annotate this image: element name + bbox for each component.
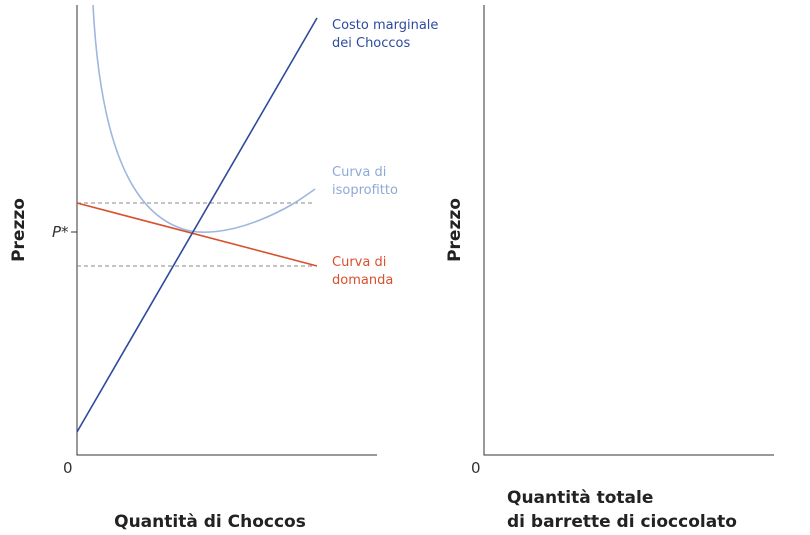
- isoprofit-label: isoprofitto: [332, 183, 398, 198]
- y-axis-label: Prezzo: [9, 198, 29, 262]
- demand-label: Curva di: [332, 255, 386, 270]
- mc-label: Costo marginale: [332, 18, 438, 33]
- isoprofit-curve: [92, 4, 316, 233]
- origin-label: 0: [63, 459, 73, 477]
- x-axis-label: di barrette di cioccolato: [507, 512, 737, 532]
- right-axes: [483, 5, 774, 456]
- p-star-label: P*: [52, 223, 69, 241]
- demand-curve: [76, 202, 318, 267]
- x-axis-label: Quantità totale: [507, 488, 653, 508]
- y-axis-label: Prezzo: [445, 198, 465, 262]
- marginal-cost-curve: [76, 17, 318, 433]
- isoprofit-label: Curva di: [332, 165, 386, 180]
- mc-label: dei Choccos: [332, 36, 411, 51]
- origin-label: 0: [471, 459, 481, 477]
- demand-label: domanda: [332, 273, 393, 288]
- x-axis-label: Quantità di Choccos: [114, 512, 306, 532]
- left-axes: [76, 5, 377, 456]
